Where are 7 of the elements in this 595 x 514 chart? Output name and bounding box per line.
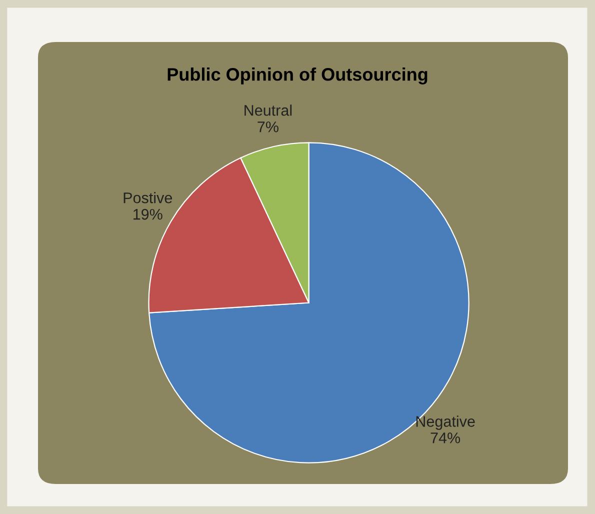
slice-label: Neutral <box>244 104 292 116</box>
chart-title: Public Opinion of Outsourcing <box>168 68 428 84</box>
slice-label: Negative <box>416 416 475 430</box>
data-label: 7% <box>258 122 278 132</box>
slice-label: Postive <box>124 192 172 204</box>
data-label: 19% <box>133 208 162 220</box>
data-label: 74% <box>430 432 460 444</box>
